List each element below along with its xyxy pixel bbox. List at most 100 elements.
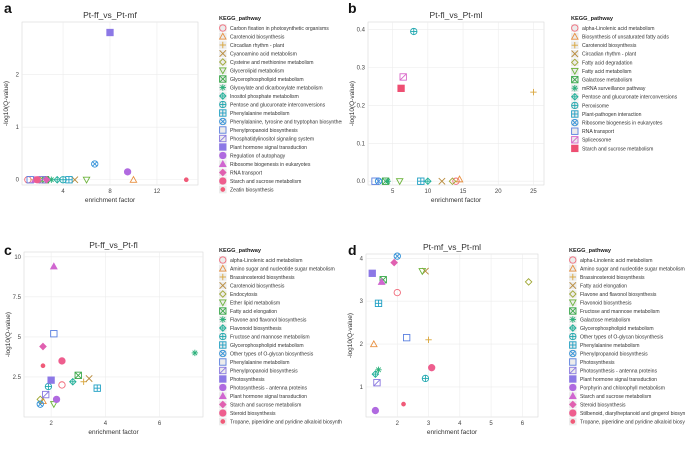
data-point (85, 375, 93, 383)
data-point (74, 371, 82, 379)
data-point (80, 378, 87, 385)
data-point (82, 176, 91, 184)
legend-label: Starch and sucrose metabolism (582, 146, 653, 152)
x-tick-label: 8 (108, 189, 112, 195)
legend-label: Photosynthesis (230, 377, 265, 383)
legend-key (218, 168, 227, 177)
legend-key-box (219, 58, 227, 66)
legend-key (571, 118, 579, 127)
legend-label: Flavone and flavonol biosynthesis (580, 292, 657, 298)
legend-key (219, 49, 227, 58)
legend-key (218, 391, 227, 400)
legend-title: KEGG_pathway (219, 16, 262, 22)
data-point (417, 177, 425, 185)
data-point (371, 370, 380, 378)
x-tick-label: 2 (396, 421, 400, 427)
legend-key (569, 281, 577, 290)
data-point (418, 268, 427, 276)
plot-area (365, 253, 539, 418)
legend-key (570, 419, 576, 424)
legend-key (219, 143, 227, 151)
x-tick-label: 20 (495, 189, 502, 195)
legend-key-box (219, 358, 227, 366)
chart-title: Pt-ff_vs_Pt-mf (83, 10, 137, 20)
legend-label: Carotenoid biosynthesis (230, 283, 285, 289)
legend-key-box (571, 24, 579, 32)
scatter-chart: Pt-fl_vs_Pt-ml 5 10 15 20 25 0.0 0.1 0.2 0.3 0.4 en… (349, 10, 678, 204)
y-tick-label: 0.3 (357, 65, 366, 71)
legend-key (218, 32, 227, 40)
legend-label: Glycerolipid metabolism (230, 68, 284, 74)
legend-label: Stilbenoid, diarylheptanoid and gingerol… (580, 411, 685, 417)
legend-key (219, 316, 226, 323)
data-point (36, 400, 44, 408)
legend-key-box (219, 24, 227, 32)
data-point (393, 288, 401, 297)
legend-label: Starch and sucrose metabolism (230, 179, 301, 185)
x-tick-label: 6 (521, 421, 525, 427)
legend-key-box (569, 290, 577, 298)
legend-key (219, 177, 227, 185)
data-point (40, 363, 46, 369)
legend-key (570, 32, 579, 40)
legend-label: Amino sugar and nucleotide sugar metabol… (580, 266, 685, 272)
legend-label: Cysteine and methionine metabolism (230, 60, 314, 66)
legend-key (219, 117, 227, 126)
legend-key (219, 84, 226, 91)
scatter-chart: Pt-ff_vs_Pt-fl 2 4 6 2.5 5 7.5 10 enrichment fac… (5, 240, 351, 436)
legend-label: Starch and sucrose metabolism (230, 402, 301, 408)
y-tick-label: 2 (360, 342, 364, 348)
legend-key (218, 299, 227, 307)
legend-key (219, 41, 226, 49)
legend-key (571, 75, 579, 84)
legend-key (569, 332, 577, 341)
legend-key (568, 400, 577, 409)
legend-label: Fatty acid elongation (580, 283, 627, 289)
legend-key (219, 100, 227, 109)
legend-label: Pentose and glucuronate interconversions (582, 95, 678, 101)
legend-label: alpha-Linolenic acid metabolism (230, 258, 302, 264)
legend-key (218, 290, 227, 298)
legend-label: Carbon fixation in photosynthetic organi… (230, 26, 329, 32)
legend-key (568, 299, 577, 307)
y-tick-label: 1 (360, 385, 364, 391)
legend-label: Carotenoid biosynthesis (230, 34, 285, 40)
x-tick-label: 12 (154, 189, 161, 195)
legend-key-box (571, 67, 579, 75)
legend-label: Carotenoid biosynthesis (582, 43, 637, 49)
x-tick-label: 3 (427, 421, 431, 427)
legend-label: alpha-Linolenic acid metabolism (582, 26, 654, 32)
legend-label: Fructose and mannose metabolism (580, 309, 660, 315)
legend-label: Flavone and flavonol biosynthesis (230, 317, 307, 323)
legend-label: Fatty acid degradation (582, 60, 633, 66)
legend-key (570, 58, 579, 67)
legend-title: KEGG_pathway (569, 248, 612, 254)
legend-key (219, 134, 227, 143)
data-point (428, 364, 436, 372)
legend-label: Photosynthesis (580, 360, 615, 366)
legend-key-box (219, 290, 227, 298)
legend-key (569, 316, 576, 323)
x-tick-label: 5 (391, 189, 395, 195)
legend-label: Brassinosteroid biosynthesis (230, 275, 295, 281)
data-point (191, 349, 199, 357)
legend-label: mRNA surveillance pathway (582, 86, 646, 92)
legend-key (218, 67, 227, 75)
data-point (399, 73, 407, 81)
legend-key-box (569, 358, 577, 366)
y-tick-label: 0.1 (357, 141, 366, 147)
y-tick-label: 10 (14, 255, 21, 261)
legend-key-box (571, 58, 579, 67)
legend-key-box (219, 126, 227, 134)
data-point (438, 177, 446, 185)
data-point (384, 178, 391, 185)
legend-key (571, 144, 579, 153)
legend-key (568, 324, 577, 332)
x-tick-label: 4 (458, 421, 462, 427)
legend-key (569, 307, 577, 315)
x-tick-label: 4 (61, 189, 65, 195)
legend-key (219, 273, 226, 281)
legend-label: RNA transport (230, 170, 263, 176)
legend-key (218, 400, 227, 409)
